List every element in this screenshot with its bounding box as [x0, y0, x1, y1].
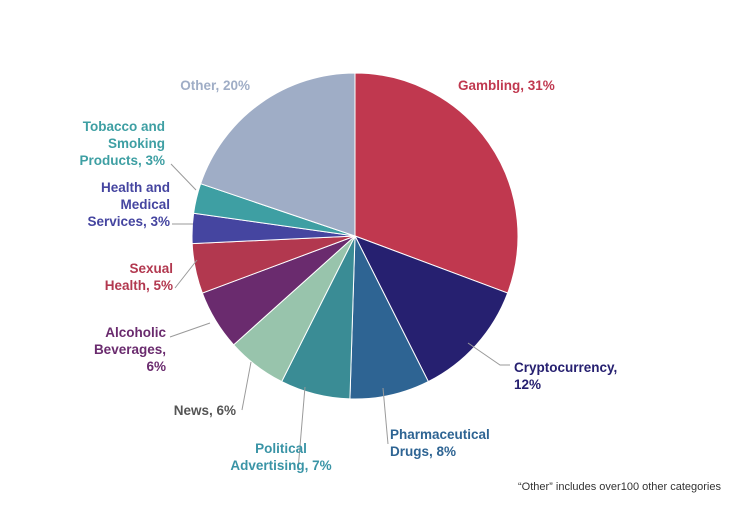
leader-line-3	[297, 386, 306, 471]
slice-label-8: Tobacco and Smoking Products, 3%	[79, 119, 165, 168]
slice-label-5: Alcoholic Beverages, 6%	[94, 325, 167, 374]
pie-slice-9	[199, 72, 356, 237]
slice-label-9: Other, 20%	[180, 78, 250, 93]
slice-label-6: Sexual Health, 5%	[105, 261, 173, 293]
leader-line-1	[467, 342, 510, 366]
slice-label-4: News, 6%	[174, 403, 236, 418]
leader-line-2	[382, 387, 389, 445]
leader-line-4	[241, 361, 252, 411]
slice-label-0: Gambling, 31%	[458, 78, 555, 93]
pie-slice-0	[354, 72, 519, 294]
slice-label-1: Cryptocurrency, 12%	[514, 360, 617, 392]
leader-line-8	[170, 163, 197, 191]
slice-label-3: Political Advertising, 7%	[230, 441, 331, 473]
pie-slice-1	[353, 235, 509, 383]
slice-label-2: Pharmaceutical Drugs, 8%	[390, 427, 490, 459]
slice-label-7: Health and Medical Services, 3%	[87, 180, 170, 229]
leader-line-6	[174, 259, 198, 289]
leader-line-5	[169, 322, 211, 338]
footnote: “Other” includes over100 other categorie…	[518, 481, 721, 493]
